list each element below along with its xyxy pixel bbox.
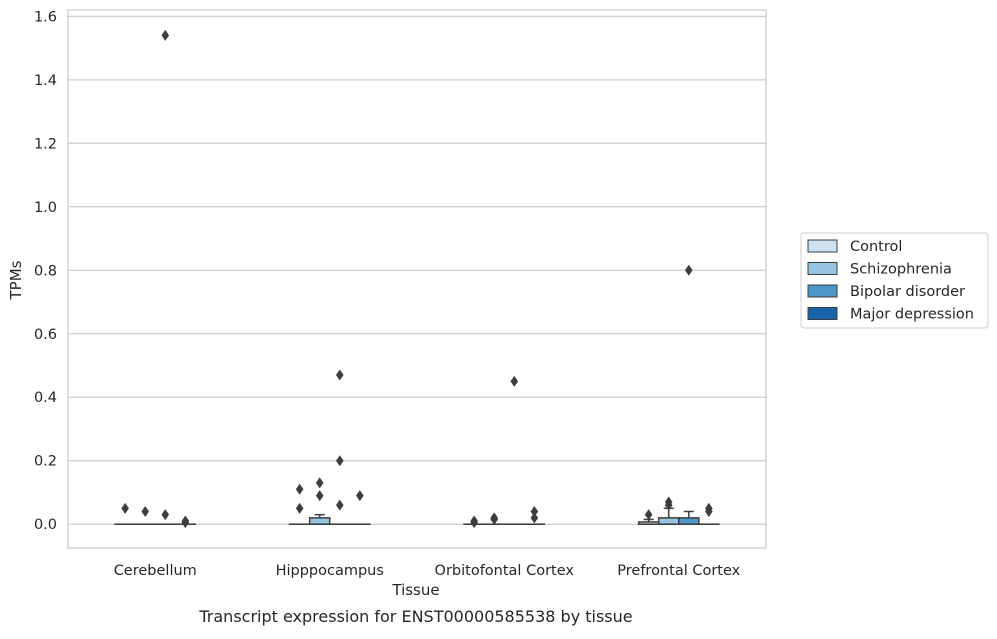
- legend-swatch: [808, 285, 837, 297]
- y-tick-label: 0.0: [34, 517, 57, 533]
- legend-swatch: [808, 263, 837, 275]
- y-tick-label: 0.8: [34, 263, 57, 279]
- y-tick-label: 0.2: [34, 454, 57, 470]
- legend-label: Major depression: [850, 307, 974, 323]
- box-body: [659, 518, 679, 524]
- chart-caption: Transcript expression for ENST0000058553…: [198, 607, 632, 626]
- x-tick-label: Cerebellum: [114, 563, 197, 579]
- x-tick-label: Orbitofontal Cortex: [435, 563, 575, 579]
- legend-swatch: [808, 308, 837, 320]
- legend-label: Control: [850, 239, 902, 255]
- box-body: [679, 518, 699, 524]
- y-tick-label: 1.0: [34, 200, 57, 216]
- y-tick-label: 1.4: [34, 73, 57, 89]
- y-tick-label: 0.4: [34, 390, 57, 406]
- y-tick-labels: 0.0 0.2 0.4 0.6 0.8 1.0 1.2 1.4 1.6: [34, 9, 57, 533]
- y-tick-label: 0.6: [34, 327, 57, 343]
- box-body: [310, 518, 330, 524]
- legend-label: Schizophrenia: [850, 262, 952, 278]
- legend: Control Schizophrenia Bipolar disorder Majo…: [801, 233, 988, 328]
- legend-label: Bipolar disorder: [850, 284, 965, 300]
- y-tick-label: 1.6: [34, 9, 57, 25]
- y-tick-label: 1.2: [34, 136, 57, 152]
- legend-swatch: [808, 240, 837, 252]
- x-tick-label: Prefrontal Cortex: [617, 563, 740, 579]
- x-tick-label: Hipppocampus: [276, 563, 384, 579]
- y-axis-label: TPMs: [7, 260, 25, 300]
- x-axis-label: Tissue: [391, 581, 439, 599]
